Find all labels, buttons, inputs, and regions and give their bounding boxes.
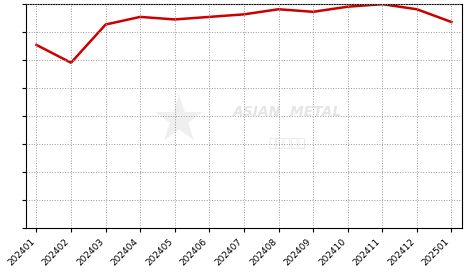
Text: ASIAN  METAL: ASIAN METAL [233, 105, 342, 119]
Text: 亚洲金属网: 亚洲金属网 [269, 137, 306, 150]
Text: ★: ★ [151, 93, 206, 153]
